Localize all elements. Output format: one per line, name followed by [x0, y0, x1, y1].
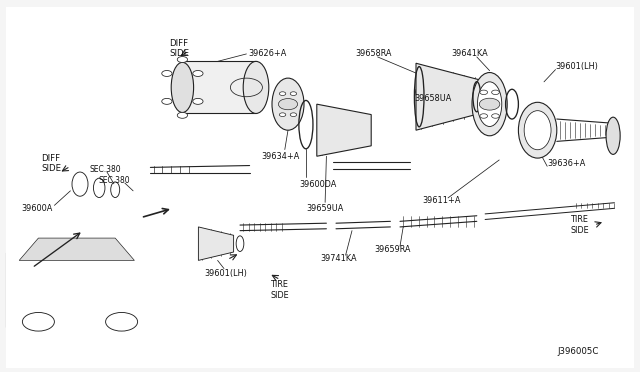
Ellipse shape	[93, 178, 105, 198]
Circle shape	[278, 99, 298, 110]
Polygon shape	[163, 28, 618, 231]
Text: 39658UA: 39658UA	[415, 94, 452, 103]
Polygon shape	[6, 197, 154, 327]
Text: 39641KA: 39641KA	[451, 49, 488, 58]
Circle shape	[177, 57, 188, 62]
Text: SEC.380: SEC.380	[99, 176, 130, 185]
Polygon shape	[317, 104, 371, 156]
Text: 39601(LH): 39601(LH)	[556, 62, 598, 71]
Circle shape	[106, 312, 138, 331]
Ellipse shape	[518, 102, 557, 158]
Text: 39741KA: 39741KA	[320, 254, 356, 263]
Text: 39658RA: 39658RA	[355, 49, 392, 58]
Ellipse shape	[243, 61, 269, 113]
Text: DIFF
SIDE: DIFF SIDE	[42, 154, 61, 173]
Text: J396005C: J396005C	[557, 347, 598, 356]
Text: 39626+A: 39626+A	[248, 49, 287, 58]
Circle shape	[162, 98, 172, 104]
Circle shape	[22, 312, 54, 331]
Text: 39601(LH): 39601(LH)	[205, 269, 248, 278]
Text: SEC.380: SEC.380	[90, 165, 121, 174]
Circle shape	[280, 92, 286, 96]
Circle shape	[193, 98, 203, 104]
Text: 39659RA: 39659RA	[374, 245, 411, 254]
Text: 39600A: 39600A	[22, 204, 53, 213]
Text: DIFF
SIDE: DIFF SIDE	[169, 39, 189, 58]
Text: 39636+A: 39636+A	[547, 159, 586, 168]
Ellipse shape	[477, 82, 502, 126]
Circle shape	[290, 113, 296, 116]
Circle shape	[193, 71, 203, 77]
Circle shape	[177, 112, 188, 118]
Polygon shape	[198, 227, 234, 260]
Circle shape	[162, 71, 172, 77]
Ellipse shape	[272, 78, 304, 130]
Circle shape	[290, 92, 296, 96]
Circle shape	[480, 90, 488, 94]
Circle shape	[479, 98, 500, 110]
Circle shape	[492, 114, 499, 118]
Text: 39659UA: 39659UA	[306, 204, 343, 213]
Text: 39600DA: 39600DA	[300, 180, 337, 189]
Text: TIRE
SIDE: TIRE SIDE	[270, 280, 289, 300]
Text: TIRE
SIDE: TIRE SIDE	[571, 215, 589, 235]
Ellipse shape	[472, 73, 508, 136]
Ellipse shape	[524, 111, 551, 150]
Circle shape	[280, 113, 286, 116]
Circle shape	[480, 114, 488, 118]
Polygon shape	[416, 63, 480, 130]
Text: 39611+A: 39611+A	[422, 196, 461, 205]
Ellipse shape	[72, 172, 88, 196]
Text: 39634+A: 39634+A	[261, 152, 300, 161]
Ellipse shape	[606, 117, 620, 154]
Circle shape	[492, 90, 499, 94]
Ellipse shape	[172, 62, 193, 112]
Bar	[182, 61, 256, 113]
Polygon shape	[19, 238, 134, 260]
